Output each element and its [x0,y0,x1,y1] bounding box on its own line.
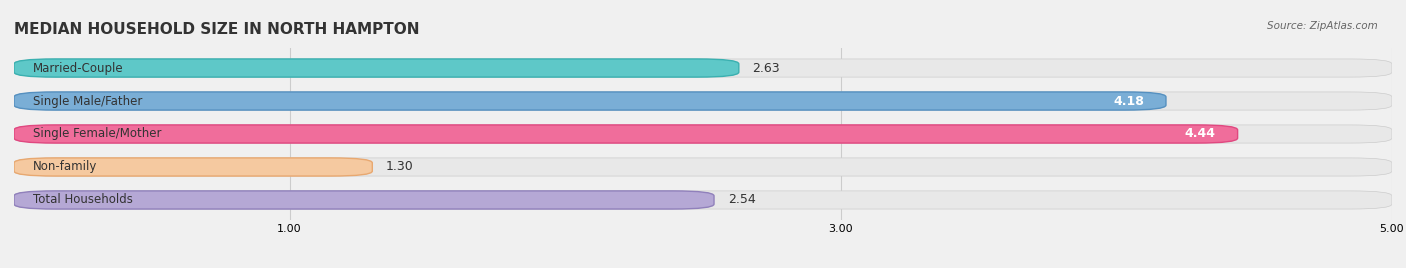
FancyBboxPatch shape [14,59,1392,77]
Text: Single Male/Father: Single Male/Father [34,95,143,107]
Text: 1.30: 1.30 [387,161,413,173]
Text: 4.18: 4.18 [1114,95,1144,107]
Text: 4.44: 4.44 [1185,128,1216,140]
FancyBboxPatch shape [14,125,1237,143]
FancyBboxPatch shape [14,59,738,77]
Text: 2.63: 2.63 [752,62,780,75]
FancyBboxPatch shape [14,125,1392,143]
Text: Total Households: Total Households [34,193,134,206]
Text: Single Female/Mother: Single Female/Mother [34,128,162,140]
FancyBboxPatch shape [14,158,373,176]
Text: Non-family: Non-family [34,161,98,173]
FancyBboxPatch shape [14,92,1166,110]
Text: 2.54: 2.54 [728,193,755,206]
Text: Source: ZipAtlas.com: Source: ZipAtlas.com [1267,21,1378,31]
FancyBboxPatch shape [14,158,1392,176]
Text: MEDIAN HOUSEHOLD SIZE IN NORTH HAMPTON: MEDIAN HOUSEHOLD SIZE IN NORTH HAMPTON [14,22,419,37]
Text: Married-Couple: Married-Couple [34,62,124,75]
FancyBboxPatch shape [14,191,1392,209]
FancyBboxPatch shape [14,92,1392,110]
FancyBboxPatch shape [14,191,714,209]
